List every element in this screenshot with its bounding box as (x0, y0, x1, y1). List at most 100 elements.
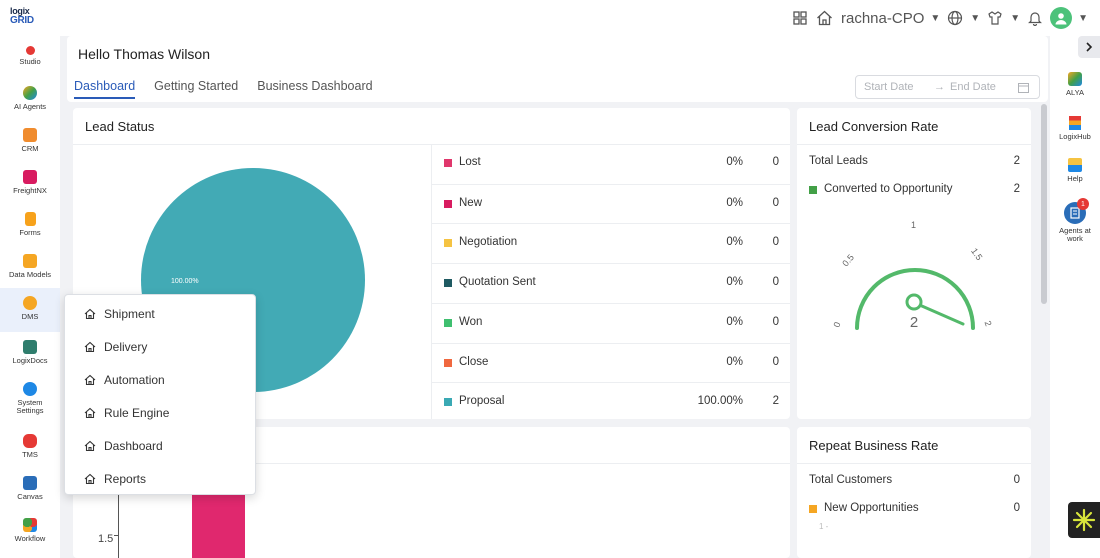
studio-icon (25, 46, 35, 55)
sidebar-item-logixdocs[interactable]: LogixDocs (0, 334, 60, 376)
rs-item-agents-at-work[interactable]: 1 Agents at work (1050, 198, 1100, 243)
logo[interactable]: logix GRID (10, 7, 40, 26)
updates-chevron-down-icon[interactable]: ▼ (1010, 12, 1021, 24)
sidebar-item-label: DMS (21, 312, 39, 321)
sidebar-item-canvas[interactable]: Canvas (0, 470, 60, 512)
sparkle-icon (1072, 508, 1096, 532)
freightnx-icon (23, 170, 37, 184)
bell-icon[interactable] (1026, 9, 1044, 27)
start-date-input[interactable]: Start Date (864, 81, 914, 93)
dms-menu-item-rule-engine[interactable]: Rule Engine (65, 396, 255, 429)
sidebar-item-dms[interactable]: DMS (0, 288, 60, 332)
legend-count: 0 (772, 355, 779, 368)
rs-item-help[interactable]: Help (1050, 158, 1100, 183)
canvas-icon (23, 476, 37, 490)
sidebar-item-crm[interactable]: CRM (0, 122, 60, 164)
assistant-widget[interactable] (1068, 502, 1100, 538)
tab-business-dashboard[interactable]: Business Dashboard (257, 79, 373, 93)
new-opportunities-swatch (809, 505, 817, 513)
divider (797, 463, 1031, 464)
workflow-icon (23, 518, 37, 532)
pie-slice-label: 100.00% (171, 278, 199, 285)
tab-dashboard[interactable]: Dashboard (74, 79, 136, 99)
sidebar-item-data-models[interactable]: Data Models (0, 248, 60, 290)
tab-bar: Dashboard Getting Started Business Dashb… (74, 79, 373, 99)
lead-status-row[interactable]: New 0% 0 (432, 183, 790, 224)
main-scrollbar[interactable] (1041, 104, 1047, 304)
lead-conversion-title: Lead Conversion Rate (809, 119, 939, 134)
account-chevron-down-icon[interactable]: ▼ (1078, 12, 1088, 24)
left-sidebar: Studio AI Agents CRM FreightNX Forms Dat… (0, 36, 60, 558)
home-icon[interactable] (815, 9, 833, 27)
legend-swatch (444, 279, 452, 288)
sidebar-item-freightnx[interactable]: FreightNX (0, 164, 60, 206)
rs-item-label: ALYA (1065, 88, 1085, 97)
y-axis-tick (114, 535, 118, 536)
dms-menu: Shipment Delivery Automation Rule Engine Das… (64, 294, 256, 495)
sidebar-item-tms[interactable]: TMS (0, 428, 60, 470)
legend-percent: 0% (726, 156, 743, 168)
lead-status-row[interactable]: Quotation Sent 0% 0 (432, 263, 790, 303)
converted-swatch (809, 186, 817, 194)
calendar-icon[interactable] (1018, 82, 1029, 93)
y-tick-label: 1.5 (98, 533, 114, 545)
total-leads-label: Total Leads (809, 155, 868, 167)
dms-menu-item-delivery[interactable]: Delivery (65, 330, 255, 363)
legend-name: Proposal (459, 395, 505, 408)
dms-menu-item-automation[interactable]: Automation (65, 363, 255, 396)
gauge-q1-label: 0.5 (840, 252, 856, 268)
collapse-right-panel-button[interactable] (1078, 36, 1100, 58)
dms-icon (23, 296, 37, 310)
crm-icon (23, 128, 37, 142)
user-role-label[interactable]: rachna-CPO (841, 9, 925, 27)
legend-name: Quotation Sent (459, 276, 536, 289)
avatar[interactable] (1050, 7, 1073, 29)
legend-name: Negotiation (459, 236, 518, 249)
top-right-controls: rachna-CPO ▼ ▼ ▼ ▼ (791, 6, 1088, 30)
legend-count: 0 (772, 236, 779, 249)
legend-percent: 0% (726, 196, 743, 209)
tab-getting-started[interactable]: Getting Started (154, 79, 239, 93)
dashboard-header: Hello Thomas Wilson Dashboard Getting St… (67, 36, 1048, 102)
dms-menu-item-label: Automation (104, 372, 165, 387)
sidebar-item-system-settings[interactable]: System Settings (0, 376, 60, 422)
dms-menu-item-dashboard[interactable]: Dashboard (65, 429, 255, 462)
lead-status-row[interactable]: Lost 0% 0 (432, 144, 790, 184)
rs-item-alya[interactable]: ALYA (1050, 72, 1100, 97)
converted-label: Converted to Opportunity (824, 183, 953, 195)
legend-name: Won (459, 315, 483, 328)
repeat-business-card: Repeat Business Rate Total Customers 0 N… (797, 427, 1031, 558)
lead-status-row[interactable]: Proposal 100.00% 2 (432, 382, 790, 422)
sidebar-item-workflow[interactable]: Workflow (0, 512, 60, 554)
dms-menu-item-reports[interactable]: Reports (65, 462, 255, 495)
language-chevron-down-icon[interactable]: ▼ (970, 12, 981, 24)
gift-icon[interactable] (986, 9, 1004, 27)
divider (431, 144, 432, 419)
sidebar-item-label: Forms (19, 228, 41, 237)
rs-item-logixhub[interactable]: LogixHub (1050, 116, 1100, 141)
globe-icon[interactable] (946, 9, 964, 27)
sidebar-item-studio[interactable]: Studio (0, 38, 60, 80)
sidebar-item-forms[interactable]: Forms (0, 206, 60, 248)
repeat-business-title: Repeat Business Rate (809, 438, 939, 453)
help-icon (1068, 158, 1082, 172)
total-customers-value: 0 (1013, 474, 1020, 486)
apps-grid-icon[interactable] (791, 9, 809, 27)
legend-name: Close (459, 355, 489, 368)
end-date-input[interactable]: End Date (950, 81, 996, 93)
legend-count: 0 (772, 276, 779, 289)
dms-menu-item-label: Shipment (104, 306, 155, 321)
lead-status-row[interactable]: Won 0% 0 (432, 302, 790, 343)
gauge-hub (905, 293, 923, 311)
lead-status-row[interactable]: Close 0% 0 (432, 342, 790, 383)
dms-menu-item-label: Dashboard (104, 438, 163, 453)
sidebar-item-ai-agents[interactable]: AI Agents (0, 80, 60, 122)
lead-status-row[interactable]: Negotiation 0% 0 (432, 223, 790, 263)
sidebar-item-label: Workflow (14, 534, 46, 543)
date-range-picker[interactable]: Start Date → End Date (855, 75, 1040, 99)
conversion-gauge: 0 0.5 1 1.5 2 2 (831, 220, 993, 331)
user-role-chevron-down-icon[interactable]: ▼ (930, 12, 941, 24)
legend-swatch (444, 199, 452, 208)
dms-menu-item-shipment[interactable]: Shipment (65, 297, 255, 330)
sidebar-item-label: Studio (19, 57, 41, 66)
